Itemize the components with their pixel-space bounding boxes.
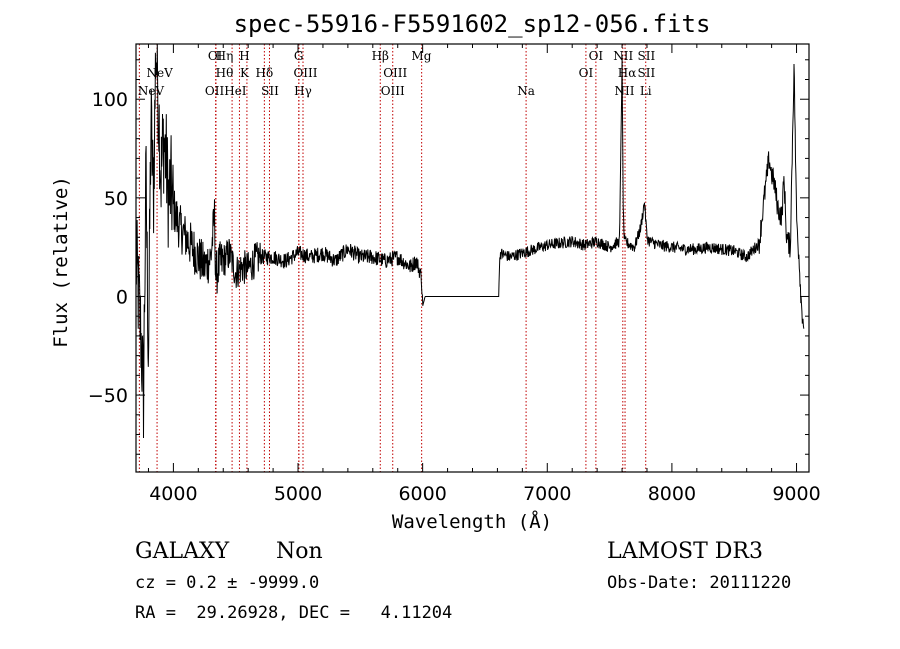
line-label: Hη bbox=[216, 49, 234, 63]
line-label: NeV bbox=[147, 66, 174, 80]
line-label: Hγ bbox=[294, 84, 312, 98]
y-tick-label: 100 bbox=[92, 89, 128, 111]
y-tick-label: 50 bbox=[104, 188, 128, 210]
ra-dec: RA = 29.26928, DEC = 4.11204 bbox=[135, 603, 453, 623]
y-tick-label: −50 bbox=[88, 385, 128, 407]
line-label: Li bbox=[640, 84, 652, 98]
x-tick-label: 9000 bbox=[772, 483, 820, 505]
x-tick-label: 4000 bbox=[149, 483, 197, 505]
object-subclass: Non bbox=[276, 539, 323, 564]
line-label: Hβ bbox=[372, 49, 389, 63]
line-label: H bbox=[239, 49, 249, 63]
line-label: OI bbox=[579, 66, 594, 80]
line-label: OI bbox=[208, 49, 223, 63]
line-label: SII bbox=[638, 66, 656, 80]
line-label: Hδ bbox=[256, 66, 274, 80]
line-label: SII bbox=[638, 49, 656, 63]
observation-date: Obs-Date: 20111220 bbox=[607, 573, 792, 593]
x-tick-label: 5000 bbox=[274, 483, 322, 505]
line-label: G bbox=[294, 49, 304, 63]
plot-axes: 4000 5000 6000 7000 8000 9000 −50 0 50 100 bbox=[88, 43, 821, 505]
spectrum-series bbox=[135, 43, 805, 439]
survey-name: LAMOST DR3 bbox=[607, 539, 763, 564]
line-label: Hα bbox=[618, 66, 637, 80]
line-label: OIII bbox=[383, 66, 407, 80]
line-label: SII bbox=[261, 84, 279, 98]
line-label: NII bbox=[613, 49, 633, 63]
chart-title: spec-55916-F5591602_sp12-056.fits bbox=[234, 10, 711, 38]
redshift-cz: cz = 0.2 ± -9999.0 bbox=[135, 573, 320, 593]
line-label: K bbox=[240, 66, 250, 80]
object-class: GALAXY bbox=[135, 539, 230, 564]
y-tick-label: 0 bbox=[116, 286, 128, 308]
y-axis-label: Flux (relative) bbox=[50, 176, 72, 348]
x-tick-label: 6000 bbox=[398, 483, 446, 505]
x-tick-label: 7000 bbox=[523, 483, 571, 505]
line-label: Na bbox=[517, 84, 535, 98]
line-label: NII bbox=[615, 84, 635, 98]
line-label: OIII bbox=[381, 84, 405, 98]
line-label: Hθ bbox=[216, 66, 234, 80]
spectrum-line bbox=[135, 43, 805, 439]
line-label: OI bbox=[589, 49, 604, 63]
x-tick-label: 8000 bbox=[648, 483, 696, 505]
line-label: OIII bbox=[293, 66, 317, 80]
line-label: OIIHeI bbox=[205, 84, 247, 98]
x-axis-label: Wavelength (Å) bbox=[392, 510, 552, 533]
line-label: Mg bbox=[411, 49, 431, 63]
